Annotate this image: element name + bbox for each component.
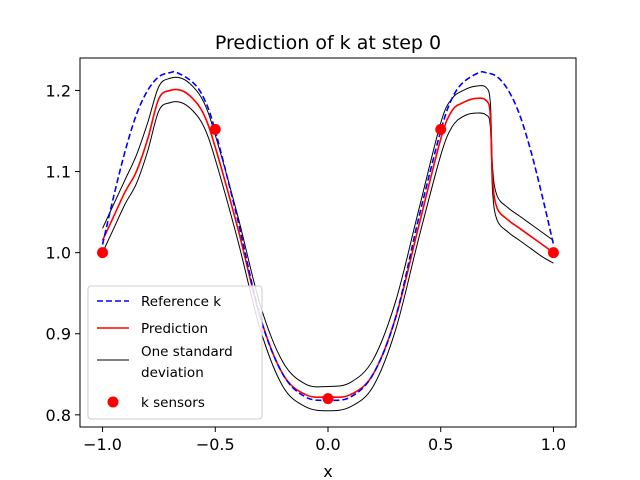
legend-label: Reference k	[141, 294, 221, 310]
x-tick-label: −0.5	[196, 435, 235, 454]
series-line-prediction	[101, 88, 554, 399]
legend-label: k sensors	[141, 395, 205, 411]
k-sensor-point	[547, 247, 559, 259]
k-sensor-point	[209, 123, 221, 135]
k-sensor-point	[322, 393, 334, 405]
series-layer	[97, 70, 559, 412]
x-tick-label: −1.0	[83, 435, 122, 454]
y-tick-label: 1.2	[46, 81, 71, 100]
y-tick-label: 0.8	[46, 406, 71, 425]
legend: Reference k Prediction One standard deviati…	[87, 285, 263, 420]
y-tick-label: 1.0	[46, 244, 71, 263]
x-tick-label: 0.5	[428, 435, 453, 454]
y-tick-label: 0.9	[46, 325, 71, 344]
legend-label-continued: deviation	[141, 365, 204, 381]
x-tick-label: 1.0	[541, 435, 566, 454]
series-line-one-standard-deviation	[102, 76, 554, 388]
y-tick-label: 1.1	[46, 163, 71, 182]
legend-swatch	[107, 396, 119, 408]
legend-box	[87, 285, 263, 420]
series-line-one-standard-deviation-lower	[102, 101, 554, 412]
chart-title: Prediction of k at step 0	[215, 32, 441, 54]
k-sensor-point	[97, 247, 109, 259]
k-sensor-point	[435, 123, 447, 135]
legend-label: One standard	[141, 344, 233, 360]
x-tick-label: 0.0	[315, 435, 340, 454]
legend-label: Prediction	[141, 321, 208, 337]
ticks-layer: −1.0 −0.5 0.0 0.5 1.0 0.8 0.9 1.0 1.1 1.2	[46, 81, 567, 454]
x-axis-label: x	[323, 462, 332, 480]
